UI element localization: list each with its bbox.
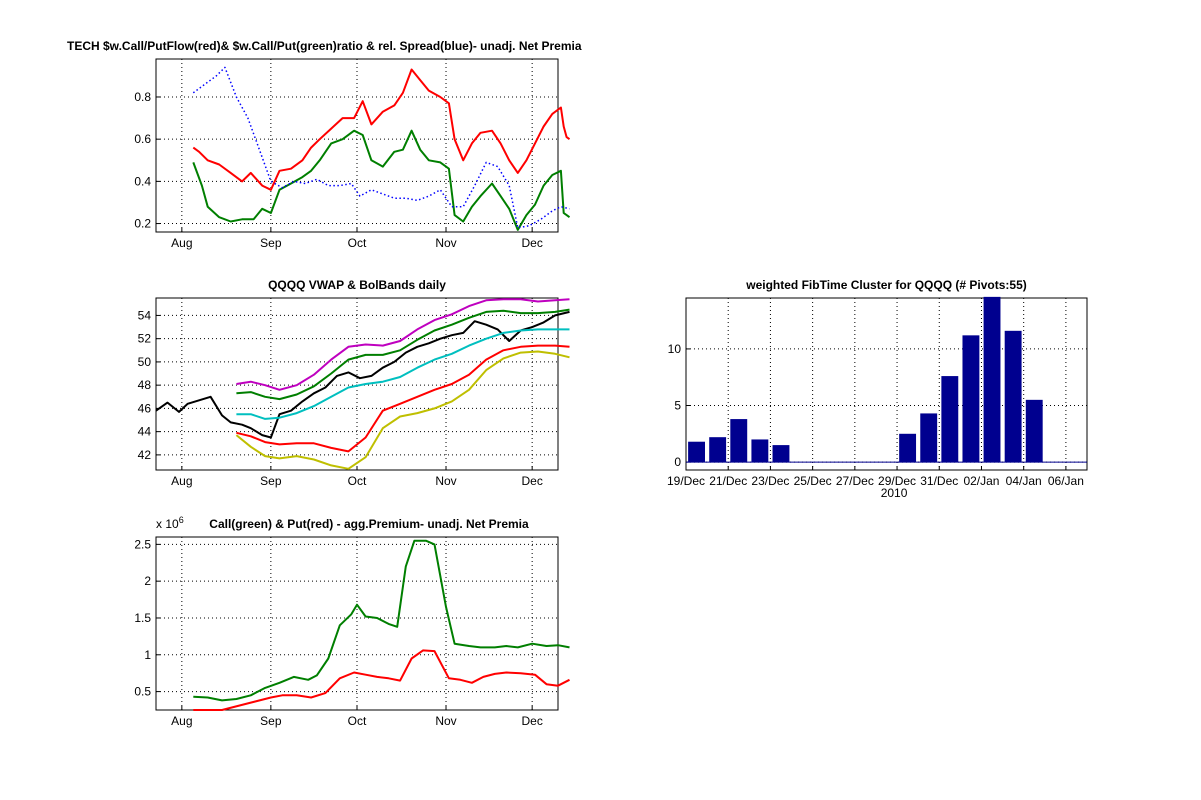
y-tick-label: 54	[138, 308, 152, 322]
bar	[772, 445, 790, 463]
x-tick-label: 29/Dec	[878, 474, 916, 488]
y-tick-label: 10	[668, 342, 682, 356]
chart-title: QQQQ VWAP & BolBands daily	[268, 278, 446, 292]
y-exponent-power: 6	[179, 515, 184, 525]
x-tick-label: 06/Jan	[1048, 474, 1084, 488]
x-tick-label: Dec	[521, 236, 542, 250]
y-exponent-base: x 10	[156, 517, 179, 531]
y-tick-label: 1.5	[134, 611, 151, 625]
series-line	[193, 649, 570, 711]
x-tick-label: 31/Dec	[920, 474, 958, 488]
y-tick-label: 46	[138, 401, 152, 415]
y-tick-label: 2	[144, 574, 151, 588]
x-tick-label: 04/Jan	[1006, 474, 1042, 488]
series-line	[236, 308, 570, 401]
x-tick-label: Aug	[171, 714, 192, 728]
bar	[688, 441, 705, 463]
chart-1: TECH $w.Call/PutFlow(red)& $w.Call/Put(g…	[67, 39, 582, 250]
x-tick-label: 19/Dec	[667, 474, 705, 488]
bar	[941, 376, 959, 463]
y-tick-label: 48	[138, 378, 152, 392]
x-tick-label: Nov	[435, 714, 456, 728]
x-tick-label: 25/Dec	[794, 474, 832, 488]
y-tick-label: 0.5	[134, 685, 151, 699]
y-tick-label: 2.5	[134, 537, 151, 551]
bar	[1004, 330, 1022, 463]
y-tick-label: 5	[674, 399, 681, 413]
bar	[730, 419, 748, 463]
x-tick-label: Aug	[171, 236, 192, 250]
series-line	[192, 129, 571, 231]
chart-4: Call(green) & Put(red) - agg.Premium- un…	[134, 515, 570, 728]
x-tick-label: Sep	[260, 474, 282, 488]
y-tick-label: 42	[138, 448, 152, 462]
bar	[1025, 399, 1043, 463]
bar	[899, 433, 917, 463]
y-tick-label: 0.2	[134, 217, 151, 231]
x-tick-label: 23/Dec	[751, 474, 789, 488]
x-tick-label: Nov	[435, 236, 456, 250]
x-tick-label: Sep	[260, 714, 282, 728]
bar	[751, 439, 769, 463]
x-tick-label: Dec	[521, 474, 542, 488]
y-exponent: x 106	[156, 515, 184, 531]
chart-title: weighted FibTime Cluster for QQQQ (# Piv…	[745, 278, 1027, 292]
y-tick-label: 0.8	[134, 90, 151, 104]
series-line	[193, 539, 570, 702]
series-line	[236, 344, 570, 453]
x-tick-label: 27/Dec	[836, 474, 874, 488]
y-tick-label: 0.6	[134, 132, 151, 146]
y-tick-label: 0	[674, 455, 681, 469]
x-tick-label: Oct	[348, 474, 367, 488]
series-line	[235, 350, 570, 470]
bar	[920, 413, 938, 463]
series-line	[155, 310, 570, 439]
chart-2: QQQQ VWAP & BolBands daily Aug Sep Oct Nov De…	[138, 278, 570, 488]
x-tick-label: 21/Dec	[709, 474, 747, 488]
chart-title: TECH $w.Call/PutFlow(red)& $w.Call/Put(g…	[67, 39, 582, 53]
x-tick-label: Nov	[435, 474, 456, 488]
series-line	[192, 68, 571, 191]
bar	[983, 296, 1001, 463]
y-tick-label: 52	[138, 332, 152, 346]
x-tick-label: 02/Jan	[963, 474, 999, 488]
chart-title: Call(green) & Put(red) - agg.Premium- un…	[209, 517, 529, 531]
x-tick-label: Dec	[521, 714, 542, 728]
x-tick-label: Aug	[171, 474, 192, 488]
y-tick-label: 50	[138, 355, 152, 369]
x-sublabel: 2010	[881, 486, 908, 500]
bar	[962, 335, 980, 463]
series-line	[236, 328, 570, 420]
bar	[709, 437, 727, 463]
y-tick-label: 1	[144, 648, 151, 662]
plot-area	[155, 58, 559, 233]
chart-3: weighted FibTime Cluster for QQQQ (# Piv…	[667, 278, 1088, 500]
y-tick-label: 44	[138, 425, 152, 439]
x-tick-label: Oct	[348, 236, 367, 250]
x-tick-label: Oct	[348, 714, 367, 728]
y-tick-label: 0.4	[134, 174, 151, 188]
plot-area	[155, 536, 559, 711]
series-line	[236, 298, 570, 391]
x-tick-label: Sep	[260, 236, 282, 250]
